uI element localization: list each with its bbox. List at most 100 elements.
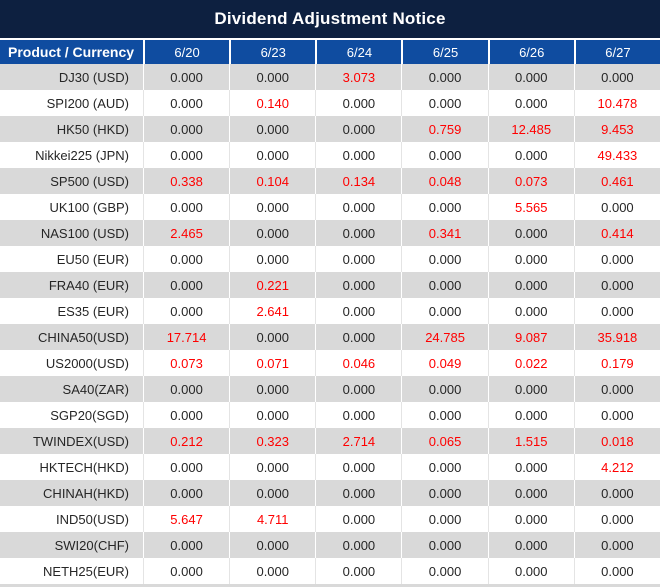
dividend-value-nonzero: 0.212	[143, 428, 229, 454]
dividend-value: 0.000	[143, 64, 229, 90]
product-name: NETH25(EUR)	[43, 563, 129, 579]
column-header-date: 6/20	[143, 40, 229, 64]
dividend-value-nonzero: 9.453	[573, 116, 660, 142]
dividend-value: 0.000	[401, 532, 487, 558]
dividend-value-nonzero: 0.022	[487, 350, 574, 376]
next-row-edge	[0, 584, 660, 587]
dividend-value: 0.000	[401, 298, 487, 324]
dividend-value-nonzero: 0.414	[573, 220, 660, 246]
dividend-value: 0.000	[315, 506, 401, 532]
column-header-date: 6/27	[573, 40, 660, 64]
product-name: SPI200 (AUD)	[46, 95, 129, 111]
dividend-value: 0.000	[229, 246, 315, 272]
product-name: TWINDEX(USD)	[32, 433, 129, 449]
table-row: HKTECH(HKD) 0.000 0.000 0.000 0.000 0.000 4.21…	[0, 454, 660, 480]
product-name: SA40(ZAR)	[62, 381, 129, 397]
dividend-value: 0.000	[315, 402, 401, 428]
dividend-value-nonzero: 0.018	[573, 428, 660, 454]
dividend-value-nonzero: 0.140	[229, 90, 315, 116]
product-name: US2000(USD)	[45, 355, 129, 371]
product-name: EU50 (EUR)	[56, 251, 129, 267]
dividend-value: 0.000	[401, 142, 487, 168]
dividend-value-nonzero: 0.338	[143, 168, 229, 194]
dividend-value-nonzero: 0.065	[401, 428, 487, 454]
table-row: SA40(ZAR) 0.000 0.000 0.000 0.000 0.000 0.000	[0, 376, 660, 402]
dividend-value: 0.000	[573, 532, 660, 558]
product-name: CHINAH(HKD)	[43, 485, 129, 501]
dividend-value-nonzero: 0.759	[401, 116, 487, 142]
dividend-value: 0.000	[573, 558, 660, 584]
product-name: ES35 (EUR)	[57, 303, 129, 319]
dividend-value: 0.000	[229, 116, 315, 142]
column-header-date: 6/24	[315, 40, 401, 64]
dividend-value: 0.000	[573, 272, 660, 298]
dividend-value-nonzero: 0.073	[143, 350, 229, 376]
product-name: Nikkei225 (JPN)	[35, 147, 129, 163]
dividend-value: 0.000	[401, 90, 487, 116]
dividend-value-nonzero: 17.714	[143, 324, 229, 350]
page-title: Dividend Adjustment Notice	[214, 9, 446, 28]
dividend-value: 0.000	[229, 220, 315, 246]
dividend-value: 0.000	[143, 558, 229, 584]
product-name: IND50(USD)	[56, 511, 129, 527]
dividend-value: 0.000	[229, 480, 315, 506]
table-row: IND50(USD) 5.647 4.711 0.000 0.000 0.000 0.000	[0, 506, 660, 532]
table-row: SGP20(SGD) 0.000 0.000 0.000 0.000 0.000 0.000	[0, 402, 660, 428]
dividend-value: 0.000	[143, 376, 229, 402]
dividend-value-nonzero: 0.134	[315, 168, 401, 194]
dividend-value: 0.000	[315, 220, 401, 246]
table-row: NAS100 (USD) 2.465 0.000 0.000 0.341 0.000 0.4…	[0, 220, 660, 246]
dividend-value-nonzero: 0.071	[229, 350, 315, 376]
dividend-value: 0.000	[401, 506, 487, 532]
dividend-value: 0.000	[229, 532, 315, 558]
dividend-value: 0.000	[315, 298, 401, 324]
table-row: SP500 (USD) 0.338 0.104 0.134 0.048 0.073 0.46…	[0, 168, 660, 194]
dividend-value-nonzero: 10.478	[573, 90, 660, 116]
dividend-value: 0.000	[487, 246, 574, 272]
column-header-product-currency: Product / Currency	[8, 44, 135, 60]
dividend-value-nonzero: 5.647	[143, 506, 229, 532]
table-row: EU50 (EUR) 0.000 0.000 0.000 0.000 0.000 0.000	[0, 246, 660, 272]
dividend-value: 0.000	[401, 558, 487, 584]
table-row: NETH25(EUR) 0.000 0.000 0.000 0.000 0.000 0.00…	[0, 558, 660, 584]
dividend-value: 0.000	[143, 454, 229, 480]
dividend-value: 0.000	[487, 376, 574, 402]
table-row: DJ30 (USD) 0.000 0.000 3.073 0.000 0.000 0.000	[0, 64, 660, 90]
dividend-value-nonzero: 1.515	[487, 428, 574, 454]
dividend-value: 0.000	[315, 480, 401, 506]
dividend-value: 0.000	[143, 246, 229, 272]
dividend-value-nonzero: 4.212	[573, 454, 660, 480]
dividend-value-nonzero: 0.221	[229, 272, 315, 298]
dividend-value: 0.000	[315, 116, 401, 142]
dividend-value-nonzero: 0.461	[573, 168, 660, 194]
dividend-value: 0.000	[143, 90, 229, 116]
product-name: FRA40 (EUR)	[48, 277, 129, 293]
table-header-row: Product / Currency 6/20 6/23 6/24 6/25 6/26 6…	[0, 40, 660, 64]
table-row: CHINA50(USD) 17.714 0.000 0.000 24.785 9.087 3…	[0, 324, 660, 350]
dividend-value: 0.000	[487, 220, 574, 246]
dividend-value: 0.000	[315, 558, 401, 584]
table-row: TWINDEX(USD) 0.212 0.323 2.714 0.065 1.515 0.0…	[0, 428, 660, 454]
dividend-value-nonzero: 0.104	[229, 168, 315, 194]
dividend-value: 0.000	[315, 246, 401, 272]
dividend-value: 0.000	[401, 272, 487, 298]
dividend-value: 0.000	[573, 402, 660, 428]
dividend-value: 0.000	[315, 142, 401, 168]
dividend-value: 0.000	[573, 506, 660, 532]
dividend-value: 0.000	[143, 142, 229, 168]
dividend-value-nonzero: 0.048	[401, 168, 487, 194]
dividend-value: 0.000	[573, 298, 660, 324]
table-row: UK100 (GBP) 0.000 0.000 0.000 0.000 5.565 0.00…	[0, 194, 660, 220]
dividend-value: 0.000	[315, 194, 401, 220]
product-name: HK50 (HKD)	[56, 121, 129, 137]
dividend-value: 0.000	[573, 376, 660, 402]
title-header-divider	[0, 38, 660, 40]
dividend-value-nonzero: 49.433	[573, 142, 660, 168]
dividend-value-nonzero: 12.485	[487, 116, 574, 142]
dividend-value: 0.000	[487, 454, 574, 480]
dividend-value: 0.000	[487, 142, 574, 168]
dividend-value-nonzero: 0.049	[401, 350, 487, 376]
product-name: DJ30 (USD)	[58, 69, 129, 85]
dividend-value: 0.000	[573, 480, 660, 506]
dividend-value: 0.000	[229, 558, 315, 584]
